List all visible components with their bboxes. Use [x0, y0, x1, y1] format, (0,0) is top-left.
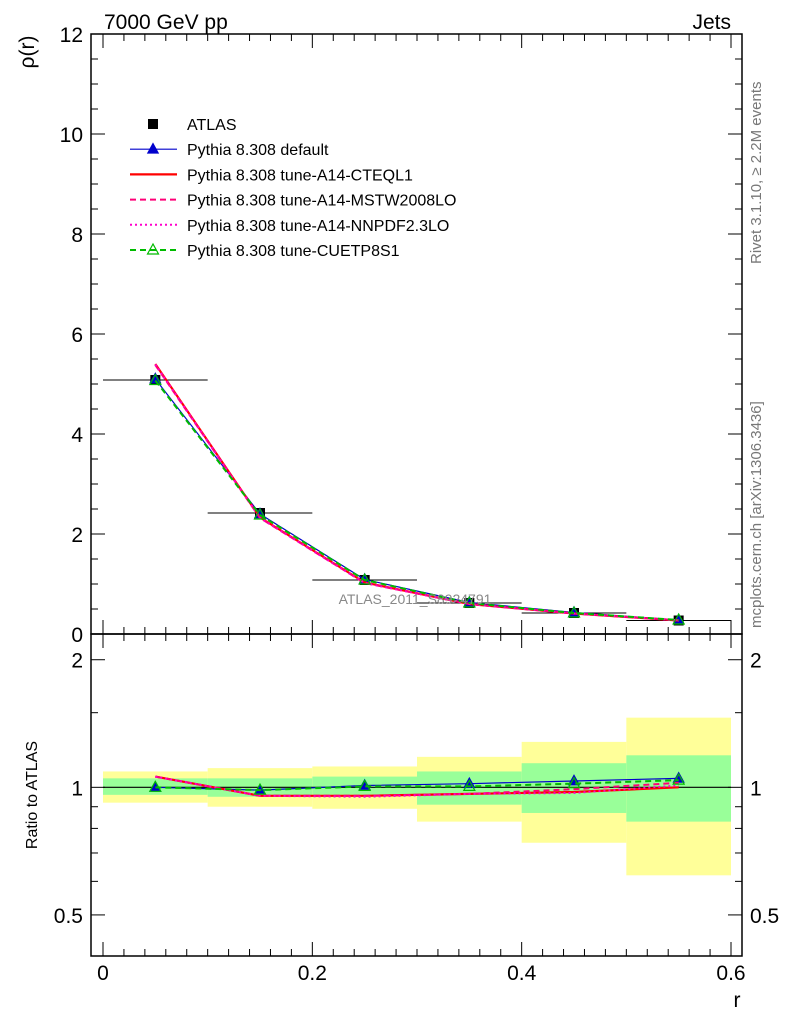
x-tick-label: 0.6 [716, 962, 745, 985]
legend-marker-atlas [148, 119, 158, 129]
ratio-y-tick-label-right: 2 [750, 650, 762, 673]
header-left: 7000 GeV pp [104, 11, 228, 34]
main-plot-area [103, 363, 731, 626]
ratio-point-pythia-8-308-tune-cuetp8s1 [567, 776, 581, 789]
y-tick-label: 4 [71, 424, 83, 447]
x-axis-label: r [734, 989, 741, 1012]
data-point-pythia-8-308-tune-cuetp8s1 [358, 572, 372, 585]
y-tick-label: 12 [60, 24, 83, 47]
legend-label-pythia-8-308-tune-a14-nnpdf2-3lo: Pythia 8.308 tune-A14-NNPDF2.3LO [187, 218, 449, 235]
header-right: Jets [692, 11, 731, 34]
ratio-y-tick-label: 2 [71, 650, 83, 673]
ratio-point-pythia-8-308-tune-cuetp8s1 [462, 779, 476, 792]
ratio-y-tick-label-right: 1 [750, 777, 762, 800]
x-tick-label: 0.2 [298, 962, 327, 985]
legend-marker-pythia-8-308-tune-cuetp8s1 [146, 242, 160, 255]
ratio-point-pythia-8-308-tune-cuetp8s1 [672, 772, 686, 785]
legend-marker-pythia-8-308-default [146, 142, 160, 154]
data-point-pythia-8-308-tune-cuetp8s1 [567, 605, 581, 618]
legend-label-pythia-8-308-tune-cuetp8s1: Pythia 8.308 tune-CUETP8S1 [187, 243, 400, 260]
data-point-pythia-8-308-tune-cuetp8s1 [462, 595, 476, 608]
y-tick-label: 2 [71, 524, 83, 547]
rivet-version-text: Rivet 3.1.10, ≥ 2.2M events [748, 82, 765, 265]
x-tick-label: 0 [97, 962, 109, 985]
legend: ATLAS Pythia 8.308 default Pythia 8.308 tu… [130, 117, 456, 260]
legend-label-pythia-8-308-tune-a14-cteql1: Pythia 8.308 tune-A14-CTEQL1 [187, 167, 413, 184]
ratio-point-pythia-8-308-tune-cuetp8s1 [148, 780, 162, 792]
y-tick-label: 6 [71, 324, 83, 347]
ratio-point-pythia-8-308-tune-cuetp8s1 [358, 779, 372, 792]
series-line-pythia-8-308-tune-a14-nnpdf2-3lo [154, 363, 679, 622]
main-panel: ATLAS_2011_S8924791 0 2 4 6 8 10 12 ρ(r) ATLAS… [16, 24, 743, 647]
ratio-point-pythia-8-308-tune-cuetp8s1 [253, 782, 267, 795]
series-line-pythia-8-308-tune-a14-cteql1 [154, 363, 679, 622]
ratio-y-label: Ratio to ATLAS [24, 741, 41, 849]
data-point-pythia-8-308-tune-cuetp8s1 [148, 373, 162, 386]
watermark: ATLAS_2011_S8924791 [339, 591, 492, 607]
data-point-pythia-8-308-tune-cuetp8s1 [253, 507, 267, 520]
legend-label-atlas: ATLAS [187, 117, 237, 134]
y-tick-label: 0 [71, 624, 83, 647]
mcplots-credit-text: mcplots.cern.ch [arXiv:1306.3436] [748, 401, 765, 628]
ratio-line-pythia-8-308-tune-cuetp8s1 [155, 779, 679, 792]
main-ticks: 0 2 4 6 8 10 12 [60, 24, 742, 647]
ratio-line-pythia-8-308-default [155, 777, 679, 791]
x-tick-label: 0.4 [507, 962, 537, 985]
legend-label-pythia-8-308-tune-a14-mstw2008lo: Pythia 8.308 tune-A14-MSTW2008LO [187, 193, 456, 210]
legend-label-pythia-8-308-default: Pythia 8.308 default [187, 142, 329, 159]
y-tick-label: 10 [60, 124, 83, 147]
ratio-ticks: 0.5 0.5 1 1 2 2 0 0.2 0.4 0.6 [54, 634, 779, 985]
series-line-pythia-8-308-default [154, 378, 679, 621]
ratio-y-tick-label: 0.5 [54, 905, 83, 928]
y-tick-label: 8 [71, 224, 83, 247]
main-y-label: ρ(r) [16, 36, 39, 69]
data-point-pythia-8-308-tune-cuetp8s1 [672, 612, 686, 625]
ratio-panel: 0.5 0.5 1 1 2 2 0 0.2 0.4 0.6 Ratio to ATLAS r [24, 633, 779, 1012]
series-line-pythia-8-308-tune-a14-mstw2008lo [154, 364, 679, 622]
ratio-line-pythia-8-308-tune-a14-mstw2008lo [155, 775, 679, 797]
series-line-pythia-8-308-tune-cuetp8s1 [154, 379, 679, 621]
ratio-y-tick-label: 1 [71, 777, 83, 800]
ratio-y-tick-label-right: 0.5 [750, 905, 779, 928]
ratio-plot-area [103, 717, 731, 876]
